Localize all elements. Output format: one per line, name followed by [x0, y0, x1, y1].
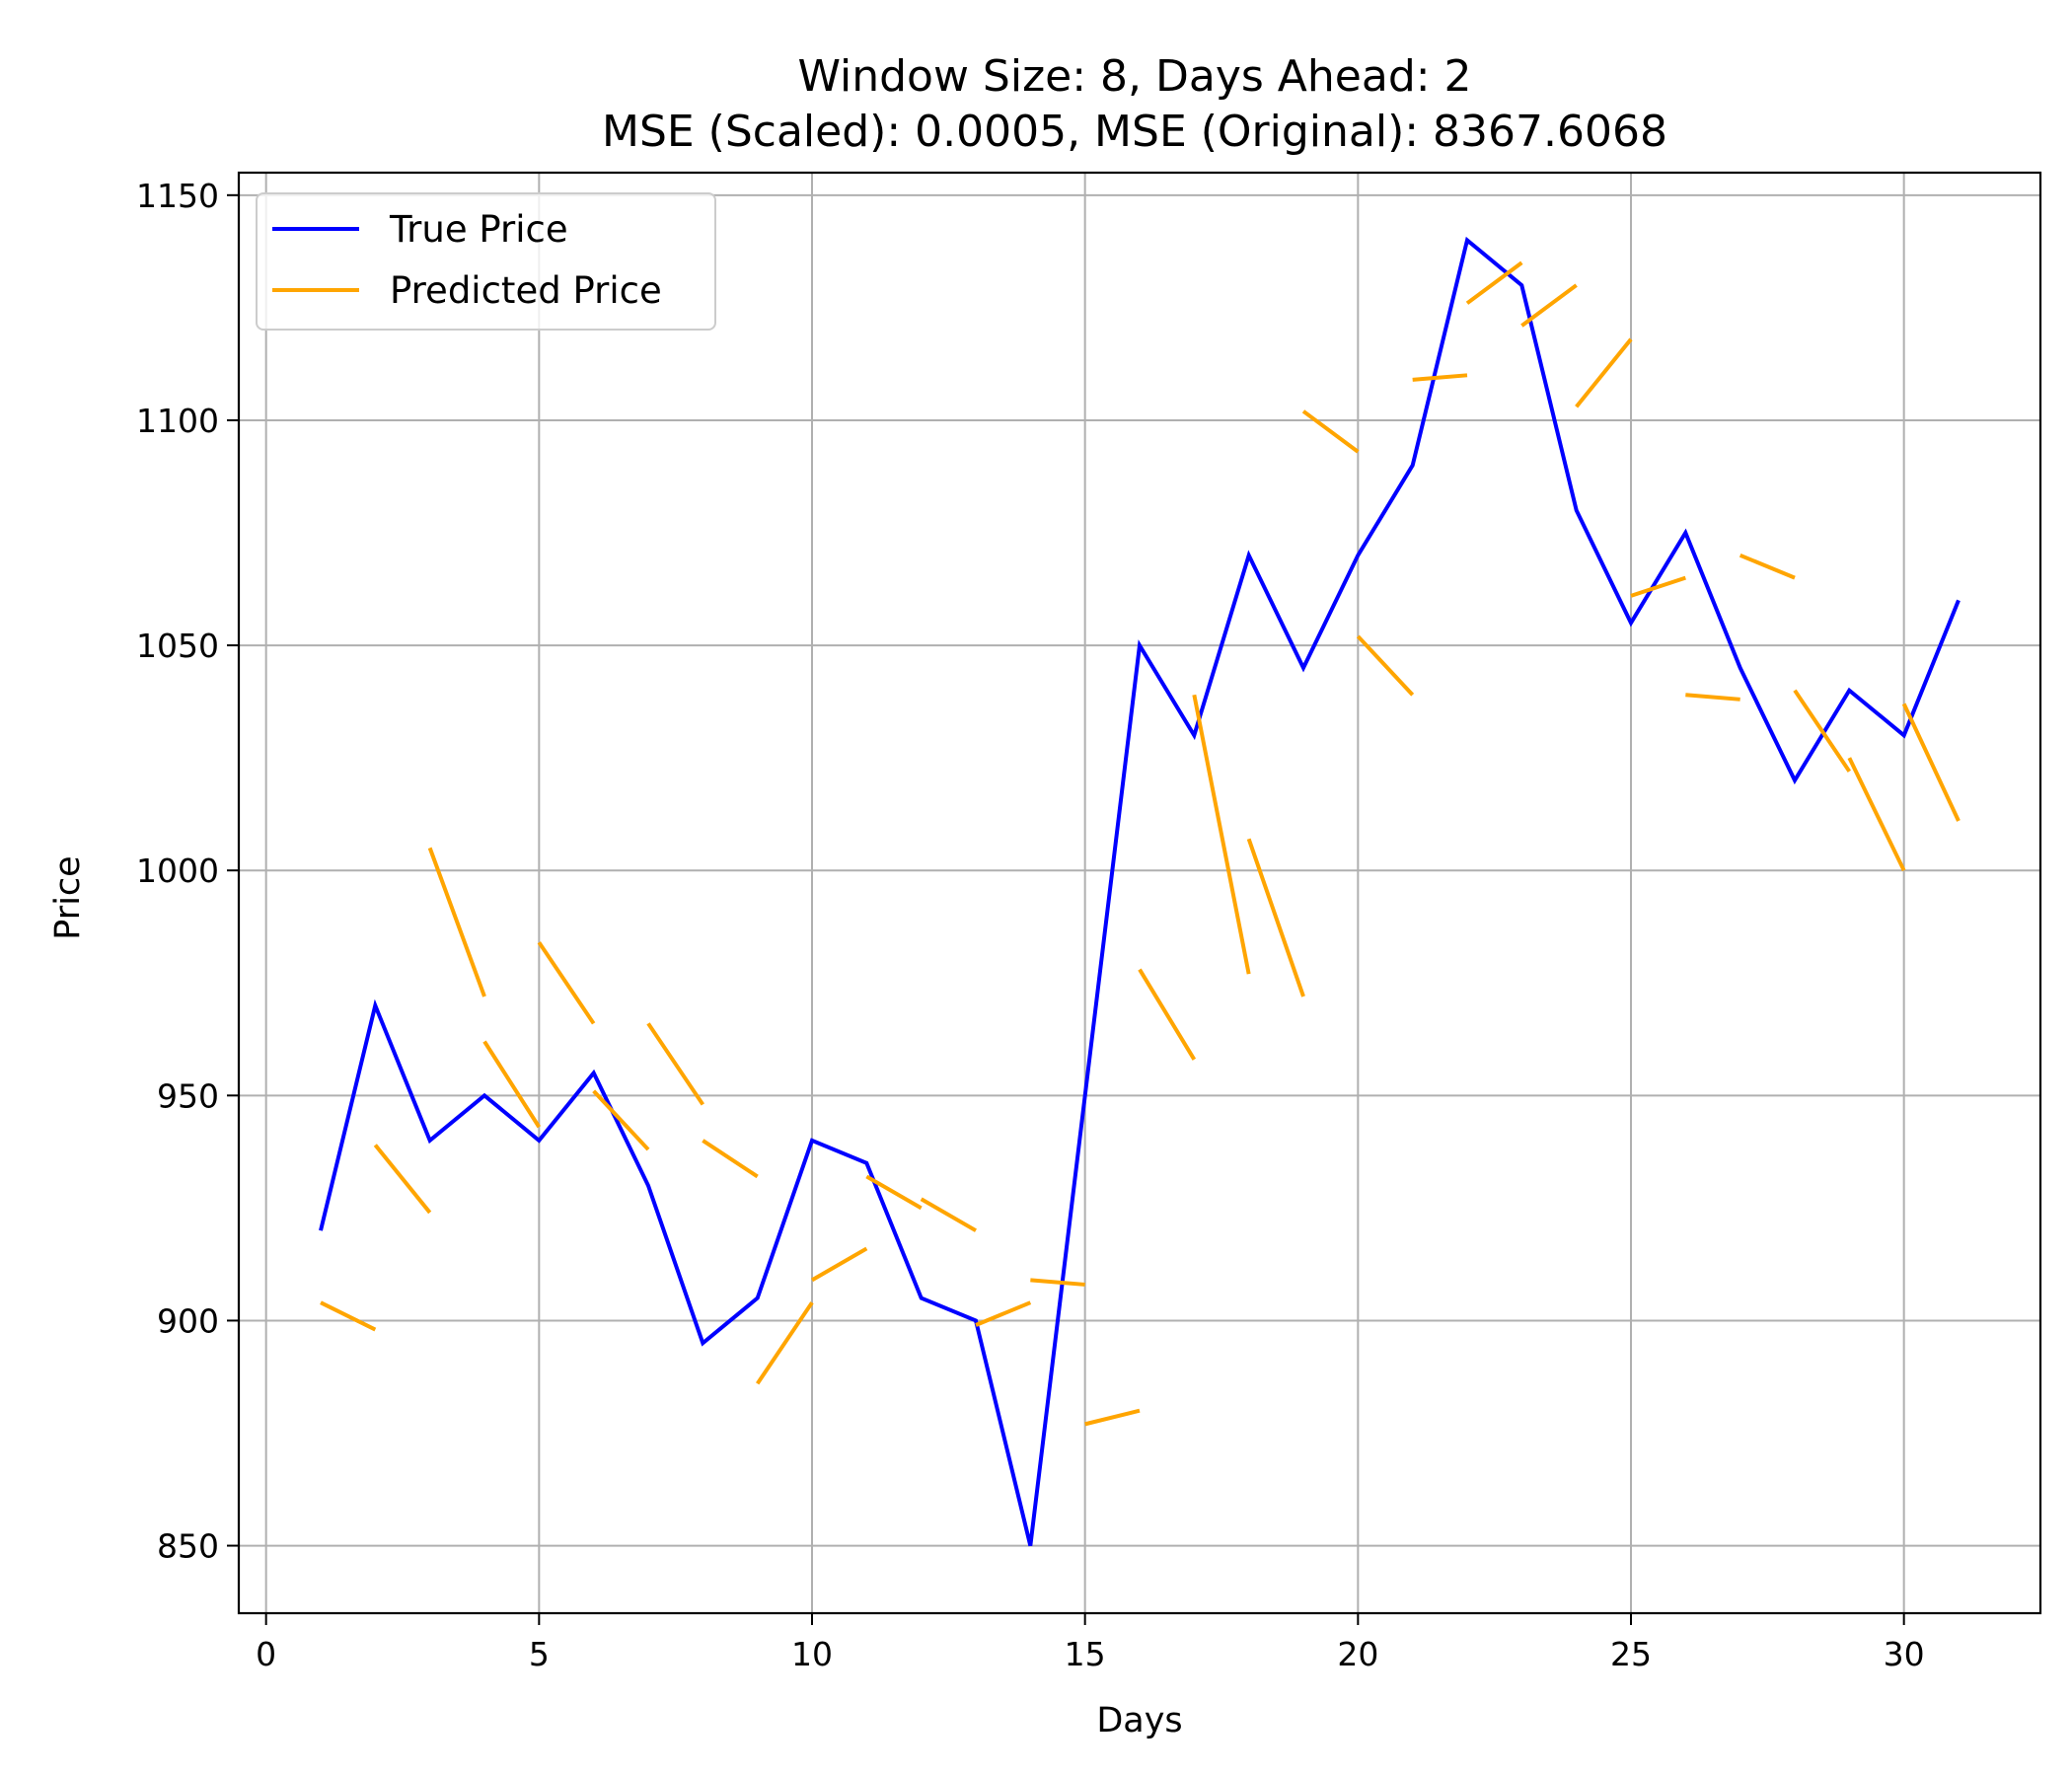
- predicted-price-segment: [1520, 283, 1578, 328]
- predicted-price-segment: [1030, 1278, 1085, 1287]
- predicted-price-segment: [865, 1174, 923, 1211]
- y-axis-label: Price: [48, 855, 88, 939]
- x-tick-label: 30: [1884, 1635, 1925, 1673]
- chart-title-line-2: MSE (Scaled): 0.0005, MSE (Original): 83…: [602, 107, 1667, 157]
- true-price-line: [319, 236, 1961, 1547]
- x-tick-label: 0: [256, 1635, 276, 1673]
- legend-label-predicted-price: Predicted Price: [390, 269, 662, 312]
- predicted-price-segment: [1465, 260, 1523, 305]
- predicted-price-segment: [592, 1089, 650, 1151]
- x-axis-label: Days: [1096, 1701, 1182, 1740]
- legend-label-true-price: True Price: [389, 208, 568, 251]
- y-tick-label: 950: [157, 1076, 219, 1115]
- predicted-price-segment: [427, 847, 486, 998]
- predicted-price-segment: [1356, 634, 1415, 697]
- y-tick-label: 850: [157, 1527, 219, 1566]
- predicted-price-segment: [811, 1246, 868, 1283]
- predicted-price-segment: [702, 1139, 759, 1179]
- chart-title-line-1: Window Size: 8, Days Ahead: 2: [797, 51, 1471, 102]
- x-tick-label: 10: [791, 1635, 833, 1673]
- predicted-price-segment: [975, 1300, 1032, 1327]
- predicted-price-segment: [537, 941, 596, 1025]
- y-tick-label: 1100: [136, 402, 219, 440]
- y-tick-label: 1150: [136, 177, 219, 215]
- predicted-price-segment: [1301, 409, 1360, 454]
- predicted-price-segment: [646, 1022, 704, 1106]
- predicted-price-segment: [920, 1197, 977, 1232]
- grid: [239, 173, 2040, 1613]
- plot-series: [319, 236, 1961, 1547]
- y-tick-label: 1050: [136, 627, 219, 665]
- x-tick-label: 5: [529, 1635, 550, 1673]
- axis-ticks: 0 5 10 15 20 25 30 850 900 950 1000 1050 1100 1150: [136, 177, 1925, 1673]
- legend: True Price Predicted Price: [256, 192, 716, 331]
- predicted-price-segment: [320, 1300, 377, 1332]
- plot-frame: [237, 171, 2042, 1615]
- predicted-price-segment: [1575, 337, 1633, 408]
- predicted-price-segment: [1793, 689, 1851, 773]
- x-tick-label: 20: [1337, 1635, 1378, 1673]
- predicted-price-segment: [756, 1301, 814, 1385]
- predicted-price-segment: [1901, 703, 1961, 822]
- x-tick-label: 25: [1610, 1635, 1652, 1673]
- predicted-price-segment: [1412, 373, 1468, 382]
- predicted-price-segment: [1847, 757, 1906, 872]
- predicted-price-segment: [1192, 694, 1251, 975]
- predicted-price-segment: [1685, 693, 1740, 702]
- predicted-price-segment: [482, 1040, 542, 1129]
- predicted-price-segment: [1630, 575, 1686, 598]
- y-tick-label: 1000: [136, 851, 219, 890]
- y-tick-label: 900: [157, 1301, 219, 1340]
- predicted-price-segment: [1084, 1408, 1141, 1427]
- predicted-price-segment: [1739, 553, 1796, 580]
- predicted-price-segment: [1246, 838, 1305, 998]
- legend-box: [256, 192, 716, 331]
- predicted-price-segment: [373, 1144, 432, 1215]
- x-tick-label: 15: [1065, 1635, 1106, 1673]
- predicted-price-segment: [1138, 968, 1197, 1061]
